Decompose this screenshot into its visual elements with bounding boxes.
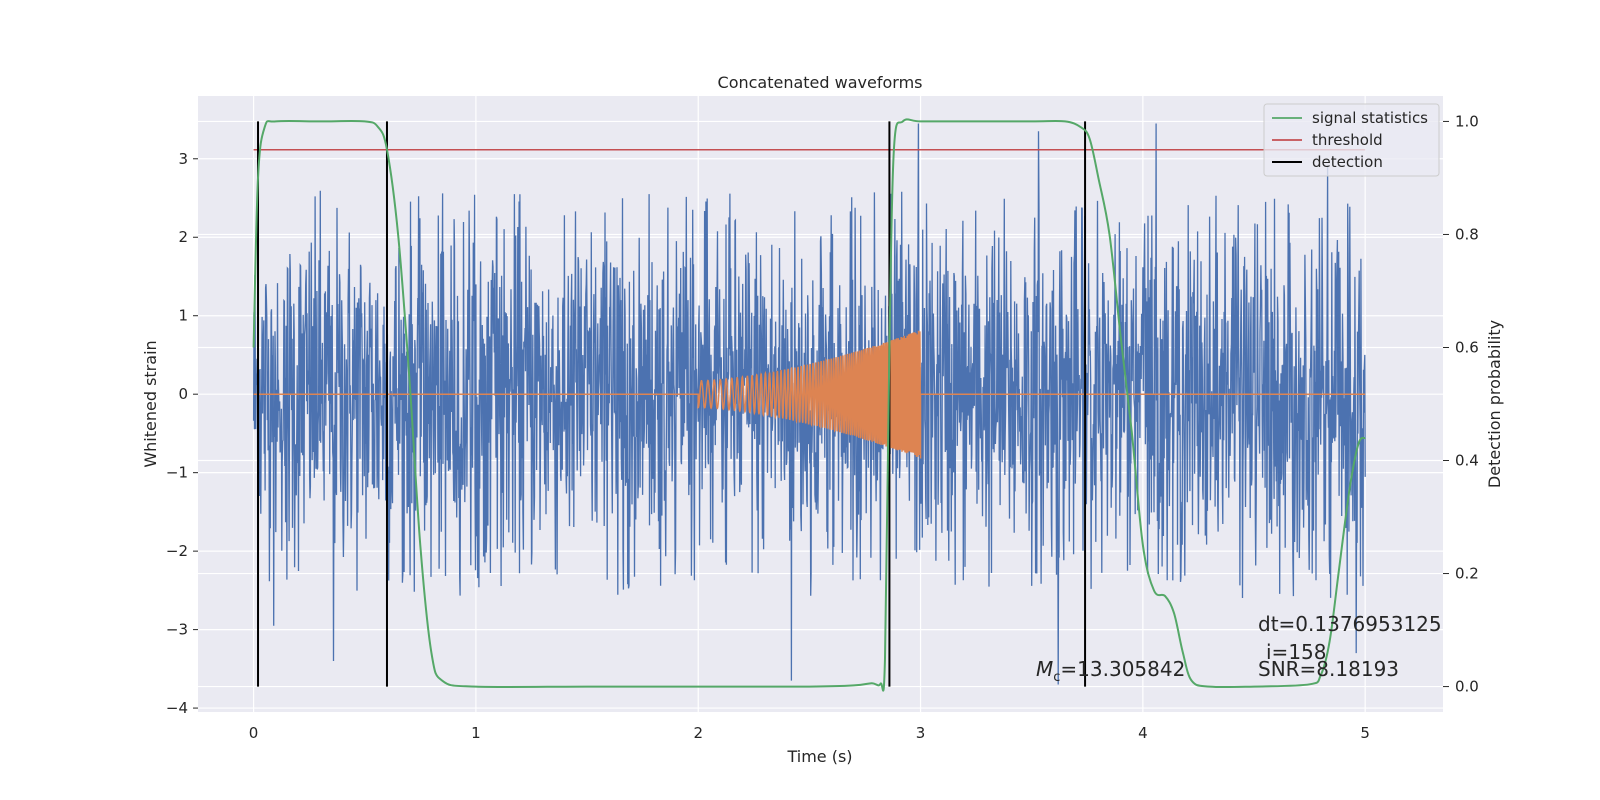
chirp-mass-symbol: M (1036, 657, 1053, 681)
x-axis-label: Time (s) (786, 747, 852, 766)
legend-label-detection: detection (1312, 153, 1383, 171)
chirp-mass-subscript: c (1053, 670, 1060, 685)
y-tick-label: −4 (166, 699, 188, 717)
y-tick-label: 3 (178, 150, 188, 168)
index-annotation: i=158 (1266, 640, 1327, 664)
y-tick-label: 0 (178, 385, 188, 403)
y-tick-label: −3 (166, 621, 188, 639)
y2-tick-label: 1.0 (1455, 112, 1479, 130)
strain-line (252, 123, 1366, 685)
chirp-mass-annotation: Mc=13.305842 (1036, 657, 1185, 685)
y2-tick-label: 0.6 (1455, 338, 1479, 356)
y2-tick-label: 0.2 (1455, 565, 1479, 583)
dt-annotation: dt=0.1376953125 (1258, 612, 1442, 636)
y2-axis-label: Detection probability (1485, 320, 1504, 488)
x-tick-label: 3 (916, 724, 926, 742)
y2-tick-label: 0.4 (1455, 452, 1479, 470)
y-tick-label: 1 (178, 307, 188, 325)
x-tick-label: 4 (1138, 724, 1148, 742)
snr-annotation: SNR=8.18193 (1258, 657, 1399, 681)
signal-statistics-line (252, 118, 1366, 692)
chirp-mass-value: =13.305842 (1060, 657, 1185, 681)
axis-ticks: 0 1 2 3 4 5 −4 −3 −2 −1 0 1 2 3 0.0 0.2 0.4 0.6 0.8 1.0 (166, 112, 1479, 742)
legend-label-signal-statistics: signal statistics (1312, 109, 1428, 127)
legend-box (1263, 103, 1440, 177)
template-series (253, 330, 1366, 459)
y-tick-label: −2 (166, 542, 188, 560)
x-tick-label: 0 (249, 724, 259, 742)
y-axis-label: Whitened strain (141, 340, 160, 467)
signal-statistics-series (252, 118, 1366, 692)
y-tick-label: −1 (166, 464, 188, 482)
y2-tick-label: 0.8 (1455, 225, 1479, 243)
y-tick-label: 2 (178, 228, 188, 246)
y2-tick-label: 0.0 (1455, 678, 1479, 696)
legend: signal statistics threshold detection (1263, 103, 1440, 177)
template-line (253, 330, 1366, 459)
x-tick-label: 1 (471, 724, 481, 742)
x-tick-label: 2 (693, 724, 703, 742)
x-tick-label: 5 (1360, 724, 1370, 742)
strain-series (252, 123, 1366, 685)
chart-title: Concatenated waveforms (718, 73, 923, 92)
legend-label-threshold: threshold (1312, 131, 1383, 149)
